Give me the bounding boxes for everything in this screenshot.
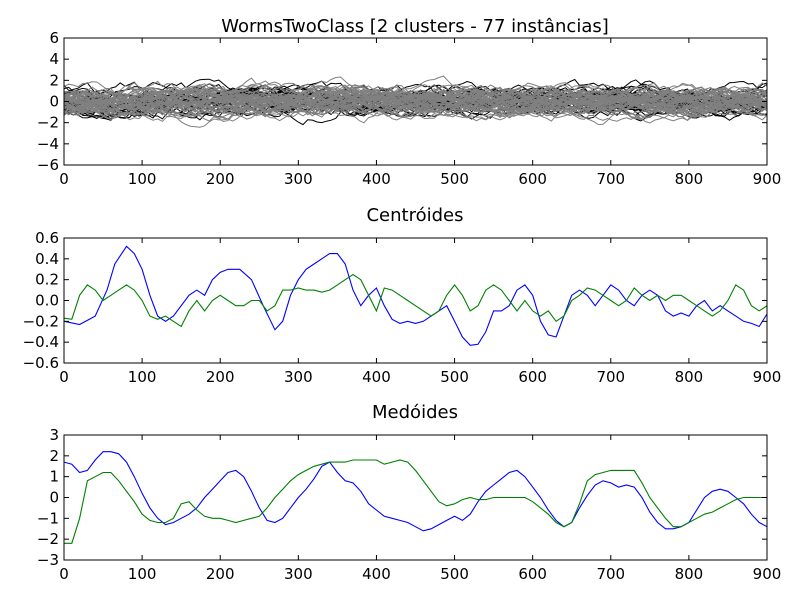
x-tick-label: 800: [675, 368, 704, 386]
instance-line: [64, 87, 767, 111]
x-tick-label: 400: [362, 170, 391, 188]
x-tick-label: 600: [518, 368, 547, 386]
x-tick-label: 500: [440, 170, 469, 188]
y-tick-label: −3: [37, 551, 59, 569]
plot-area: [64, 75, 767, 128]
x-tick-label: 200: [206, 170, 235, 188]
y-tick-label: −2: [37, 114, 59, 132]
instance-line: [64, 82, 767, 112]
y-tick-label: 1: [49, 468, 59, 486]
chart-medoides: Medóides 0 100 200 300 400 500 600 700 800 900 −3 −…: [37, 402, 781, 583]
x-tick-label: 700: [596, 565, 625, 583]
y-tick-label: −4: [37, 135, 59, 153]
y-tick-label: 6: [49, 29, 59, 47]
x-tick-label: 300: [284, 565, 313, 583]
chart-title: Medóides: [372, 402, 458, 423]
axes-frame: [63, 434, 768, 561]
y-tick-label: 0: [49, 93, 59, 111]
instance-line: [64, 88, 767, 126]
y-tick-label: 0.4: [35, 250, 59, 268]
x-tick-label: 800: [675, 565, 704, 583]
series-line-0: [64, 451, 767, 532]
x-tick-label: 500: [440, 368, 469, 386]
x-tick-label: 900: [753, 368, 782, 386]
x-tick-label: 0: [59, 565, 69, 583]
x-tick-label: 400: [362, 565, 391, 583]
chart-title: WormsTwoClass [2 clusters - 77 instância…: [221, 16, 609, 37]
x-tick-label: 800: [675, 170, 704, 188]
series-line-1: [64, 273, 767, 328]
series-line-1: [64, 459, 767, 544]
x-tick-label: 100: [128, 368, 157, 386]
y-tick-label: 0.0: [35, 292, 59, 310]
x-tick-label: 400: [362, 368, 391, 386]
x-tick-label: 300: [284, 368, 313, 386]
x-tick-label: 300: [284, 170, 313, 188]
series-line-0: [64, 245, 767, 346]
x-tick-label: 100: [128, 170, 157, 188]
x-tick-label: 900: [753, 170, 782, 188]
y-tick-label: 2: [49, 71, 59, 89]
y-tick-label: −1: [37, 509, 59, 527]
x-tick-label: 700: [596, 368, 625, 386]
y-tick-label: 0.2: [35, 271, 59, 289]
x-tick-label: 200: [206, 368, 235, 386]
x-tick-label: 0: [59, 170, 69, 188]
x-tick-label: 0: [59, 368, 69, 386]
y-tick-label: −0.2: [23, 312, 59, 330]
y-tick-label: 4: [49, 50, 59, 68]
plot-area: [64, 245, 767, 346]
x-tick-label: 600: [518, 170, 547, 188]
y-tick-label: 0.6: [35, 229, 59, 247]
x-tick-label: 500: [440, 565, 469, 583]
instance-line: [64, 84, 767, 122]
x-tick-label: 700: [596, 170, 625, 188]
instance-line: [64, 82, 767, 116]
y-tick-label: −0.4: [23, 333, 59, 351]
y-tick-label: 0: [49, 489, 59, 507]
y-tick-label: −6: [37, 156, 59, 174]
chart-centroides: Centróides 0 100 200 300 400 500 600 700 800 900 −…: [23, 205, 782, 386]
y-tick-label: 3: [49, 426, 59, 444]
instance-line: [64, 83, 767, 119]
x-tick-label: 600: [518, 565, 547, 583]
y-tick-label: −2: [37, 530, 59, 548]
y-tick-label: 2: [49, 447, 59, 465]
instance-line: [64, 87, 767, 122]
plot-area: [64, 451, 767, 544]
chart-worms-two-class: WormsTwoClass [2 clusters - 77 instância…: [37, 16, 781, 188]
chart-title: Centróides: [366, 205, 463, 226]
instance-line: [64, 86, 767, 117]
y-tick-label: −0.6: [23, 354, 59, 372]
x-tick-label: 200: [206, 565, 235, 583]
axes-frame: [63, 237, 768, 364]
x-tick-label: 100: [128, 565, 157, 583]
x-tick-label: 900: [753, 565, 782, 583]
